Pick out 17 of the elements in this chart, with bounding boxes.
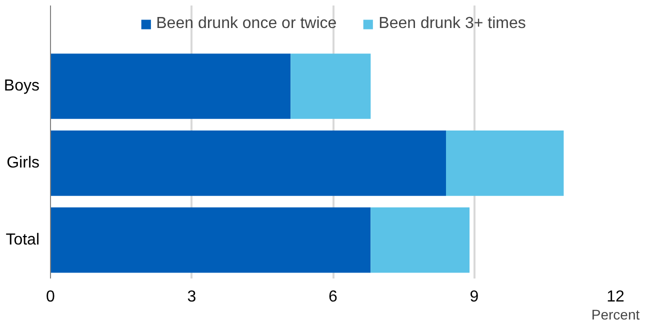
bar (446, 130, 564, 196)
bar (50, 207, 371, 273)
legend-label: Been drunk once or twice (156, 15, 337, 33)
x-tick-label: 3 (187, 288, 196, 306)
y-tick-label: Total (6, 232, 40, 249)
y-tick-label: Girls (6, 154, 40, 172)
bar (370, 207, 470, 273)
x-axis-title: Percent (591, 306, 640, 322)
x-tick-label: 9 (470, 288, 479, 306)
legend-label: Been drunk 3+ times (378, 15, 526, 33)
x-tick-label: 6 (328, 288, 338, 306)
x-tick-label: 0 (46, 288, 56, 306)
bar (50, 54, 291, 119)
y-tick-label: Boys (4, 78, 40, 95)
bar (50, 130, 446, 196)
bar (290, 54, 371, 119)
x-tick-label: 12 (606, 288, 624, 306)
